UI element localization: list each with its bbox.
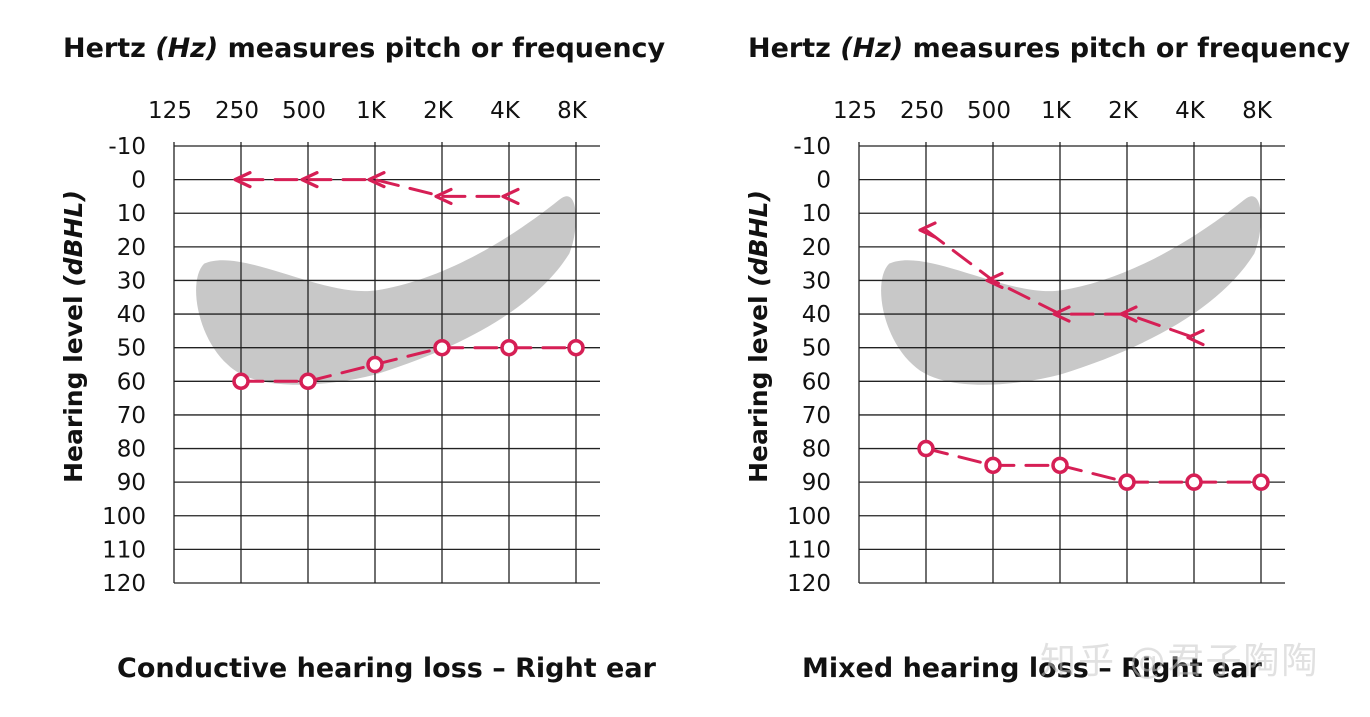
y-tick-100: 100	[102, 504, 146, 530]
audiogram-conductive: Hertz (Hz) measures pitch or frequency 12…	[59, 33, 666, 684]
x-tick-1K: 1K	[1041, 98, 1072, 124]
marker-air-conduction-500	[984, 456, 1002, 475]
y-tick-10: 10	[802, 201, 831, 227]
chart-title-suffix: measures pitch or frequency	[218, 33, 665, 64]
y-tick-0: 0	[816, 168, 831, 194]
marker-bone-conduction-500	[300, 171, 319, 189]
marker-air-conduction-2K	[433, 338, 451, 357]
y-tick-90: 90	[117, 470, 146, 496]
marker-bone-conduction-250	[918, 221, 937, 239]
y-tick-30: 30	[117, 268, 146, 294]
chart-title-unit: (Hz)	[155, 33, 218, 64]
y-tick-120: 120	[787, 571, 831, 597]
marker-air-conduction-8K	[1252, 473, 1270, 491]
chart-title: Hertz (Hz) measures pitch or frequency	[748, 33, 1351, 64]
y-tick-0: 0	[131, 168, 146, 194]
chart-caption: Conductive hearing loss – Right ear	[117, 653, 657, 684]
y-axis-label: Hearing level (dBHL)	[59, 190, 88, 483]
chart-title-prefix: Hertz	[748, 33, 840, 64]
y-axis-label-prefix: Hearing level	[744, 287, 773, 483]
marker-air-conduction-1K	[366, 355, 384, 374]
y-tick-20: 20	[802, 235, 831, 261]
marker-air-conduction-250	[917, 439, 935, 458]
y-axis-label-prefix: Hearing level	[59, 287, 88, 483]
y-tick-10: 10	[117, 201, 146, 227]
marker-bone-conduction-500	[985, 271, 1004, 290]
marker-air-conduction-2K	[1118, 473, 1136, 491]
marker-air-conduction-8K	[567, 338, 585, 357]
chart-title-prefix: Hertz	[63, 33, 155, 64]
x-tick-4K: 4K	[490, 98, 521, 124]
y-tick-40: 40	[117, 302, 146, 328]
y-tick-90: 90	[802, 470, 831, 496]
y-tick-60: 60	[117, 369, 146, 395]
x-tick-250: 250	[215, 98, 259, 124]
y-tick-110: 110	[102, 537, 146, 563]
x-tick-125: 125	[833, 98, 877, 124]
x-tick-250: 250	[900, 98, 944, 124]
chart-caption: Mixed hearing loss – Right ear	[802, 653, 1263, 684]
y-tick-80: 80	[802, 437, 831, 463]
chart-title: Hertz (Hz) measures pitch or frequency	[63, 33, 666, 64]
y-tick-50: 50	[117, 336, 146, 362]
speech-banana-region	[196, 196, 576, 385]
x-tick-2K: 2K	[1108, 98, 1139, 124]
chart-title-suffix: measures pitch or frequency	[903, 33, 1350, 64]
y-tick-70: 70	[117, 403, 146, 429]
y-axis-label-unit: (dBHL)	[59, 190, 88, 287]
y-tick--10: -10	[793, 134, 831, 160]
series-line-bone-conduction	[239, 178, 511, 198]
marker-bone-conduction-1K	[1052, 305, 1071, 323]
y-tick-100: 100	[787, 504, 831, 530]
marker-bone-conduction-4K	[1186, 329, 1205, 347]
y-tick--10: -10	[108, 134, 146, 160]
series-line-bone-conduction	[924, 228, 1196, 340]
series-line-air-conduction	[239, 346, 578, 383]
y-tick-70: 70	[802, 403, 831, 429]
marker-bone-conduction-2K	[434, 187, 453, 206]
marker-bone-conduction-1K	[367, 171, 386, 189]
x-tick-125: 125	[148, 98, 192, 124]
watermark-text: 知乎 @君子陶陶	[1040, 641, 1320, 682]
x-tick-500: 500	[967, 98, 1011, 124]
y-tick-110: 110	[787, 537, 831, 563]
x-tick-1K: 1K	[356, 98, 387, 124]
speech-banana-region	[881, 196, 1261, 385]
series-line-air-conduction	[924, 447, 1263, 484]
y-tick-40: 40	[802, 302, 831, 328]
y-axis-label-unit: (dBHL)	[744, 190, 773, 287]
marker-air-conduction-500	[299, 372, 317, 391]
x-tick-8K: 8K	[557, 98, 588, 124]
y-tick-20: 20	[117, 235, 146, 261]
marker-air-conduction-1K	[1051, 456, 1069, 475]
y-tick-50: 50	[802, 336, 831, 362]
y-tick-120: 120	[102, 571, 146, 597]
y-tick-30: 30	[802, 268, 831, 294]
x-tick-2K: 2K	[423, 98, 454, 124]
marker-air-conduction-4K	[500, 338, 518, 357]
y-tick-80: 80	[117, 437, 146, 463]
audiogram-mixed: Hertz (Hz) measures pitch or frequency 12…	[685, 0, 1370, 717]
y-tick-60: 60	[802, 369, 831, 395]
audiogram-chart-mixed: Hertz (Hz) measures pitch or frequency 12…	[744, 33, 1351, 684]
marker-bone-conduction-250	[233, 171, 252, 189]
chart-title-unit: (Hz)	[840, 33, 903, 64]
x-tick-4K: 4K	[1175, 98, 1206, 124]
x-tick-8K: 8K	[1242, 98, 1273, 124]
y-axis-label: Hearing level (dBHL)	[744, 190, 773, 483]
x-tick-500: 500	[282, 98, 326, 124]
audiogram-chart-conductive: Hertz (Hz) measures pitch or frequency 12…	[59, 33, 666, 684]
marker-air-conduction-250	[232, 372, 250, 391]
marker-bone-conduction-4K	[501, 187, 520, 206]
marker-bone-conduction-2K	[1119, 305, 1138, 323]
marker-air-conduction-4K	[1185, 473, 1203, 491]
